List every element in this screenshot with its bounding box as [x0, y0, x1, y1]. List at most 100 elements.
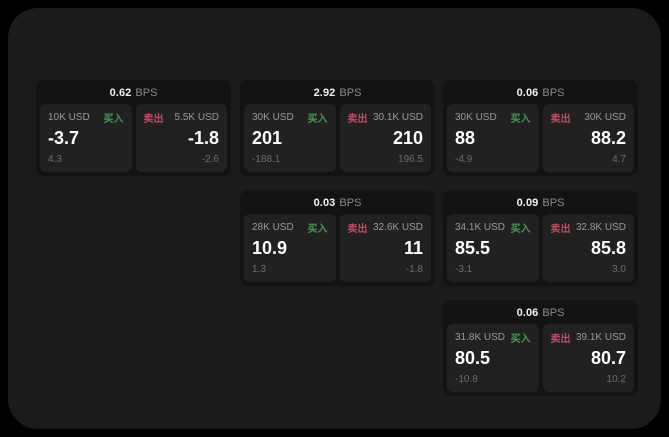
bps-unit-label: BPS: [339, 197, 362, 209]
bps-value: 0.03: [313, 197, 336, 209]
sell-delta: 196.5: [397, 154, 423, 165]
sell-price: 210: [392, 128, 423, 148]
buy-price: 10.9: [252, 238, 288, 258]
sell-side-header: 卖出 32.8K USD: [550, 221, 627, 235]
quote-card[interactable]: 2.92 BPS 30K USD 买入 201 -188.1 卖出: [240, 80, 435, 176]
card-body: 31.8K USD 买入 80.5 -10.8 卖出 39.1K USD 80.…: [443, 324, 638, 396]
sell-action-label: 卖出: [550, 224, 571, 235]
buy-notional: 30K USD: [455, 112, 497, 123]
bps-value: 0.06: [516, 87, 539, 99]
buy-side[interactable]: 31.8K USD 买入 80.5 -10.8: [447, 324, 539, 392]
card-header: 0.06 BPS: [443, 80, 638, 104]
sell-side-header: 卖出 39.1K USD: [550, 331, 627, 345]
sell-delta: 4.7: [612, 154, 626, 165]
quote-card[interactable]: 0.09 BPS 34.1K USD 买入 85.5 -3.1 卖出: [443, 190, 638, 286]
card-body: 28K USD 买入 10.9 1.3 卖出 32.6K USD 11 -1.8: [240, 214, 435, 286]
bps-unit-label: BPS: [135, 87, 158, 99]
quote-card[interactable]: 0.62 BPS 10K USD 买入 -3.7 4.3 卖出: [36, 80, 231, 176]
buy-price: 201: [252, 128, 283, 148]
buy-action-label: 买入: [103, 114, 124, 125]
sell-price: 80.7: [590, 348, 626, 368]
buy-price: 88: [455, 128, 476, 148]
buy-notional: 28K USD: [252, 222, 294, 233]
buy-side[interactable]: 10K USD 买入 -3.7 4.3: [40, 104, 132, 172]
buy-side-header: 31.8K USD 买入: [455, 331, 531, 345]
sell-notional: 39.1K USD: [575, 332, 626, 343]
buy-action-label: 买入: [510, 114, 531, 125]
sell-notional: 32.6K USD: [372, 222, 423, 233]
bps-value: 0.09: [516, 197, 539, 209]
buy-action-label: 买入: [307, 224, 328, 235]
sell-side[interactable]: 卖出 32.6K USD 11 -1.8: [339, 214, 431, 282]
quote-card[interactable]: 0.03 BPS 28K USD 买入 10.9 1.3 卖出: [240, 190, 435, 286]
buy-side[interactable]: 34.1K USD 买入 85.5 -3.1: [447, 214, 539, 282]
card-header: 0.09 BPS: [443, 190, 638, 214]
card-body: 30K USD 买入 88 -4.9 卖出 30K USD 88.2 4.7: [443, 104, 638, 176]
buy-action-label: 买入: [510, 224, 531, 235]
sell-price: 88.2: [590, 128, 626, 148]
sell-action-label: 卖出: [550, 334, 571, 345]
sell-side-header: 卖出 30K USD: [550, 111, 627, 125]
card-body: 34.1K USD 买入 85.5 -3.1 卖出 32.8K USD 85.8…: [443, 214, 638, 286]
quote-column-right: 0.06 BPS 30K USD 买入 88 -4.9 卖出: [443, 80, 638, 410]
bps-unit-label: BPS: [542, 87, 565, 99]
sell-side-header: 卖出 32.6K USD: [347, 221, 424, 235]
sell-action-label: 卖出: [347, 224, 368, 235]
sell-action-label: 卖出: [550, 114, 571, 125]
card-body: 10K USD 买入 -3.7 4.3 卖出 5.5K USD -1.8 -2.…: [36, 104, 231, 176]
sell-delta: 10.2: [606, 374, 626, 385]
buy-notional: 10K USD: [48, 112, 90, 123]
buy-delta: 4.3: [48, 154, 62, 165]
bps-unit-label: BPS: [542, 197, 565, 209]
buy-delta: 1.3: [252, 264, 266, 275]
card-body: 30K USD 买入 201 -188.1 卖出 30.1K USD 210 1…: [240, 104, 435, 176]
sell-action-label: 卖出: [143, 114, 164, 125]
buy-side[interactable]: 28K USD 买入 10.9 1.3: [244, 214, 336, 282]
sell-side-header: 卖出 5.5K USD: [143, 111, 220, 125]
buy-price: 85.5: [455, 238, 491, 258]
buy-side[interactable]: 30K USD 买入 88 -4.9: [447, 104, 539, 172]
quote-column-left: 0.62 BPS 10K USD 买入 -3.7 4.3 卖出: [36, 80, 231, 190]
buy-delta: -188.1: [252, 154, 281, 165]
buy-notional: 34.1K USD: [455, 222, 506, 233]
sell-delta: 3.0: [612, 264, 626, 275]
sell-side[interactable]: 卖出 39.1K USD 80.7 10.2: [542, 324, 634, 392]
buy-side-header: 30K USD 买入: [455, 111, 531, 125]
card-header: 2.92 BPS: [240, 80, 435, 104]
quote-card[interactable]: 0.06 BPS 31.8K USD 买入 80.5 -10.8 卖: [443, 300, 638, 396]
buy-notional: 31.8K USD: [455, 332, 506, 343]
sell-notional: 30.1K USD: [372, 112, 423, 123]
sell-side[interactable]: 卖出 32.8K USD 85.8 3.0: [542, 214, 634, 282]
sell-notional: 5.5K USD: [174, 112, 219, 123]
bps-value: 0.06: [516, 307, 539, 319]
bps-unit-label: BPS: [339, 87, 362, 99]
sell-side-header: 卖出 30.1K USD: [348, 111, 424, 125]
sell-side[interactable]: 卖出 30K USD 88.2 4.7: [542, 104, 634, 172]
card-header: 0.03 BPS: [240, 190, 435, 214]
buy-price: -3.7: [48, 128, 80, 148]
sell-notional: 30K USD: [584, 112, 626, 123]
buy-side-header: 10K USD 买入: [48, 111, 124, 125]
quotes-panel: 0.62 BPS 10K USD 买入 -3.7 4.3 卖出: [8, 8, 661, 429]
bps-unit-label: BPS: [542, 307, 565, 319]
sell-price: 11: [403, 238, 423, 258]
buy-side-header: 28K USD 买入: [252, 221, 328, 235]
sell-delta: -1.8: [405, 264, 423, 275]
buy-side[interactable]: 30K USD 买入 201 -188.1: [244, 104, 336, 172]
buy-action-label: 买入: [510, 334, 531, 345]
buy-side-header: 34.1K USD 买入: [455, 221, 531, 235]
quote-column-middle: 2.92 BPS 30K USD 买入 201 -188.1 卖出: [240, 80, 435, 300]
bps-value: 0.62: [109, 87, 132, 99]
buy-notional: 30K USD: [252, 112, 294, 123]
card-header: 0.62 BPS: [36, 80, 231, 104]
card-header: 0.06 BPS: [443, 300, 638, 324]
buy-price: 80.5: [455, 348, 491, 368]
quote-card[interactable]: 0.06 BPS 30K USD 买入 88 -4.9 卖出: [443, 80, 638, 176]
sell-delta: -2.6: [201, 154, 219, 165]
sell-side[interactable]: 卖出 30.1K USD 210 196.5: [339, 104, 431, 172]
sell-side[interactable]: 卖出 5.5K USD -1.8 -2.6: [135, 104, 227, 172]
sell-notional: 32.8K USD: [575, 222, 626, 233]
buy-action-label: 买入: [307, 114, 328, 125]
bps-value: 2.92: [313, 87, 336, 99]
